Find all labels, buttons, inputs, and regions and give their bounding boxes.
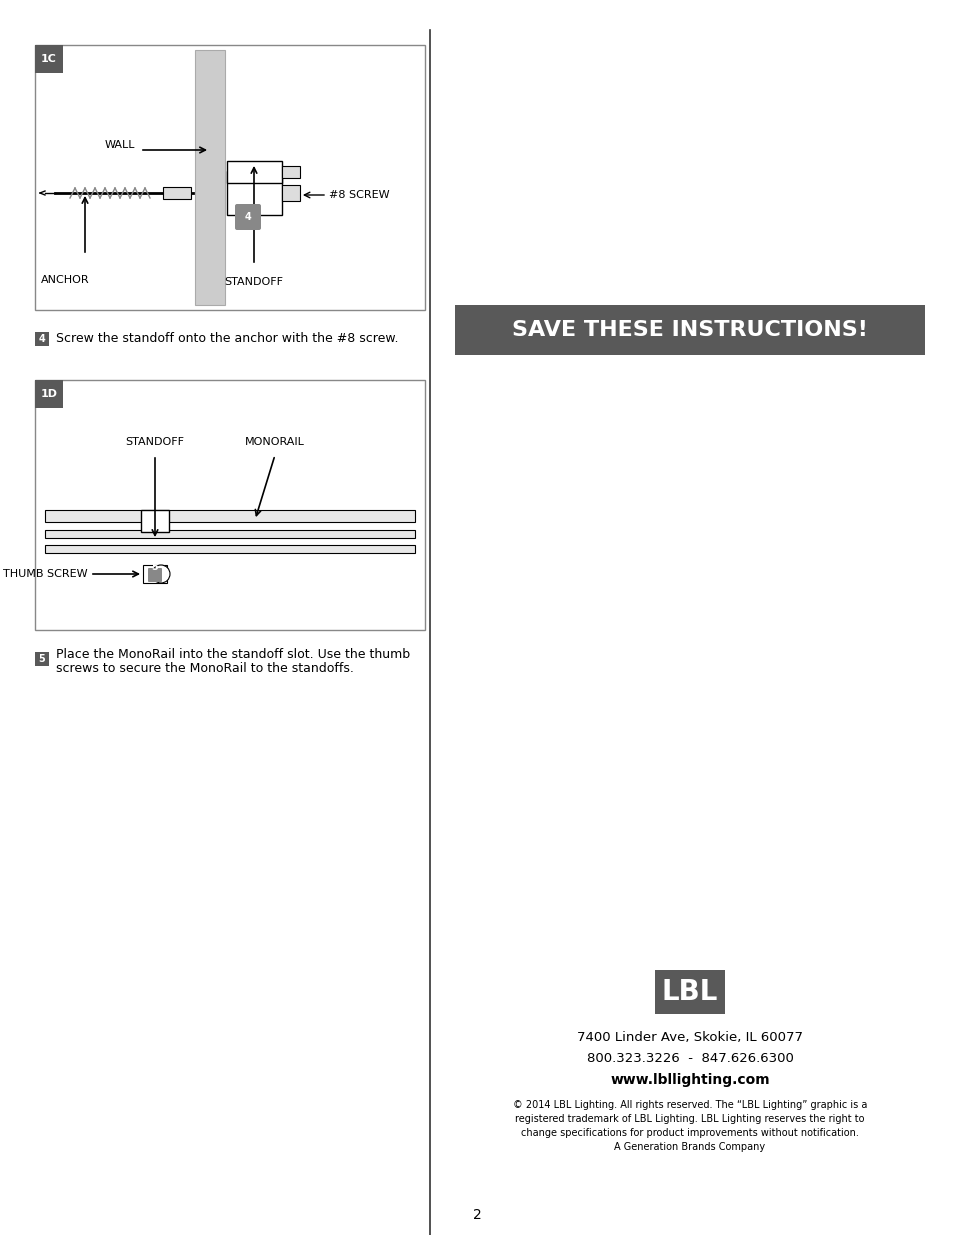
Text: A Generation Brands Company: A Generation Brands Company bbox=[614, 1142, 764, 1152]
Text: 4: 4 bbox=[38, 333, 46, 345]
Text: 5: 5 bbox=[152, 562, 158, 572]
Bar bbox=[282, 165, 299, 178]
Text: 5: 5 bbox=[38, 655, 46, 664]
Text: 4: 4 bbox=[244, 212, 251, 222]
Text: WALL: WALL bbox=[105, 140, 135, 149]
Bar bbox=[141, 510, 169, 532]
Bar bbox=[35, 380, 424, 630]
Bar bbox=[45, 545, 415, 553]
Bar bbox=[45, 510, 415, 522]
Bar bbox=[227, 161, 282, 183]
Bar bbox=[227, 170, 282, 215]
Text: 1C: 1C bbox=[41, 54, 57, 64]
Bar bbox=[35, 652, 49, 666]
Text: THUMB SCREW: THUMB SCREW bbox=[4, 569, 88, 579]
Text: www.lbllighting.com: www.lbllighting.com bbox=[610, 1073, 769, 1087]
Bar bbox=[163, 186, 191, 199]
Text: screws to secure the MonoRail to the standoffs.: screws to secure the MonoRail to the sta… bbox=[56, 662, 354, 674]
Text: Place the MonoRail into the standoff slot. Use the thumb: Place the MonoRail into the standoff slo… bbox=[56, 647, 410, 661]
Bar bbox=[45, 530, 415, 538]
Text: © 2014 LBL Lighting. All rights reserved. The “LBL Lighting” graphic is a: © 2014 LBL Lighting. All rights reserved… bbox=[513, 1100, 866, 1110]
Bar bbox=[35, 44, 63, 73]
Text: SAVE THESE INSTRUCTIONS!: SAVE THESE INSTRUCTIONS! bbox=[512, 320, 867, 340]
Bar bbox=[455, 305, 924, 354]
Bar bbox=[35, 380, 63, 408]
FancyBboxPatch shape bbox=[234, 204, 261, 230]
Text: MONORAIL: MONORAIL bbox=[245, 437, 305, 447]
Text: #8 SCREW: #8 SCREW bbox=[329, 190, 389, 200]
Text: 2: 2 bbox=[472, 1208, 481, 1221]
Text: STANDOFF: STANDOFF bbox=[126, 437, 184, 447]
Text: LBL: LBL bbox=[661, 978, 718, 1007]
Text: 7400 Linder Ave, Skokie, IL 60077: 7400 Linder Ave, Skokie, IL 60077 bbox=[577, 1031, 802, 1045]
Text: change specifications for product improvements without notification.: change specifications for product improv… bbox=[520, 1128, 858, 1137]
Text: STANDOFF: STANDOFF bbox=[224, 277, 283, 287]
Bar bbox=[35, 44, 424, 310]
Text: Screw the standoff onto the anchor with the #8 screw.: Screw the standoff onto the anchor with … bbox=[56, 332, 398, 346]
Text: ANCHOR: ANCHOR bbox=[41, 275, 90, 285]
FancyBboxPatch shape bbox=[148, 568, 162, 582]
Circle shape bbox=[152, 564, 170, 583]
Text: 800.323.3226  -  847.626.6300: 800.323.3226 - 847.626.6300 bbox=[586, 1051, 793, 1065]
Bar bbox=[143, 564, 167, 583]
Bar bbox=[282, 185, 299, 201]
Bar bbox=[655, 969, 724, 1014]
Bar bbox=[35, 332, 49, 346]
Bar bbox=[194, 49, 225, 305]
Text: registered trademark of LBL Lighting. LBL Lighting reserves the right to: registered trademark of LBL Lighting. LB… bbox=[515, 1114, 863, 1124]
Text: 1D: 1D bbox=[40, 389, 57, 399]
